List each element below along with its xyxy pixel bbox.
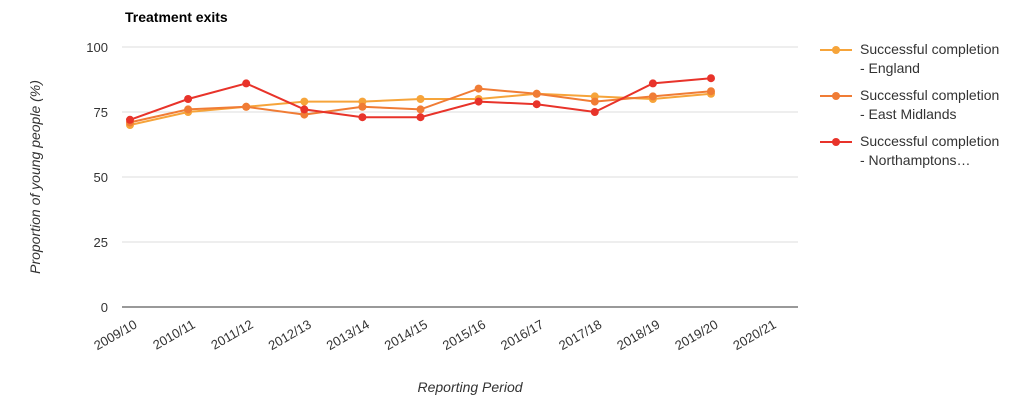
data-point bbox=[416, 105, 425, 114]
y-tick-label: 0 bbox=[101, 300, 108, 315]
legend-item: Successful completion - East Midlands bbox=[820, 86, 1000, 124]
y-tick-label: 75 bbox=[94, 105, 108, 120]
y-tick-label: 50 bbox=[94, 170, 108, 185]
data-point bbox=[707, 87, 715, 96]
data-point bbox=[358, 113, 367, 122]
legend-marker bbox=[832, 138, 840, 146]
x-tick-label: 2017/18 bbox=[556, 317, 604, 353]
x-tick-label: 2016/17 bbox=[498, 317, 546, 353]
legend-label: Successful completion - Northamptons… bbox=[860, 133, 1000, 168]
x-tick-label: 2015/16 bbox=[440, 317, 488, 353]
data-point bbox=[416, 113, 425, 122]
data-point bbox=[242, 79, 251, 88]
data-point bbox=[474, 84, 483, 93]
y-tick-label: 100 bbox=[86, 40, 108, 55]
legend-marker bbox=[832, 46, 840, 54]
data-point bbox=[707, 74, 715, 83]
data-point bbox=[358, 102, 367, 111]
data-point bbox=[242, 102, 251, 111]
x-axis-label: Reporting Period bbox=[417, 379, 523, 395]
data-point bbox=[590, 97, 599, 106]
x-tick-label: 2012/13 bbox=[266, 317, 314, 353]
x-tick-label: 2019/20 bbox=[672, 317, 720, 353]
data-point bbox=[532, 100, 541, 109]
data-point bbox=[416, 95, 425, 103]
data-point bbox=[184, 95, 193, 103]
chart-title: Treatment exits bbox=[125, 9, 228, 25]
x-tick-label: 2020/21 bbox=[730, 317, 778, 353]
data-point bbox=[126, 115, 134, 124]
y-axis-label: Proportion of young people (%) bbox=[27, 80, 43, 274]
legend-item: Successful completion - England bbox=[820, 40, 1000, 78]
legend-item: Successful completion - Northamptons… bbox=[820, 132, 1000, 170]
x-tick-label: 2014/15 bbox=[382, 317, 430, 353]
data-point bbox=[474, 97, 483, 106]
data-point bbox=[300, 97, 309, 106]
x-tick-label: 2013/14 bbox=[324, 317, 372, 353]
legend-label: Successful completion - England bbox=[860, 41, 1000, 76]
legend-label: Successful completion - East Midlands bbox=[860, 87, 1000, 122]
data-point bbox=[532, 89, 541, 98]
x-tick-label: 2018/19 bbox=[614, 317, 662, 353]
data-point bbox=[590, 108, 599, 116]
data-point bbox=[648, 92, 657, 101]
x-tick-label: 2010/11 bbox=[150, 317, 197, 353]
data-point bbox=[648, 79, 657, 88]
x-tick-label: 2009/10 bbox=[91, 317, 139, 353]
data-point bbox=[184, 105, 193, 114]
legend: Successful completion - England Successfu… bbox=[820, 40, 1000, 178]
x-tick-label: 2011/12 bbox=[208, 317, 255, 353]
y-tick-label: 25 bbox=[94, 235, 108, 250]
data-point bbox=[300, 105, 309, 114]
legend-marker bbox=[832, 92, 840, 100]
